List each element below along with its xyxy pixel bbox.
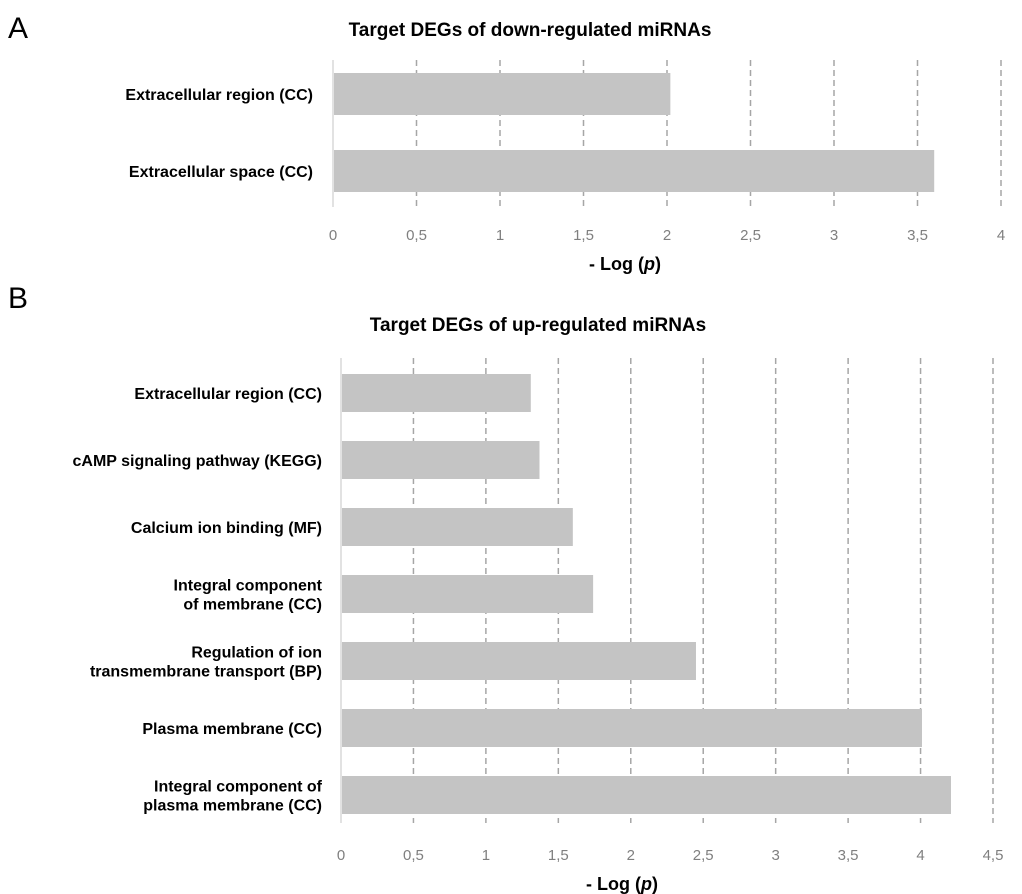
x-tick-label: 2 <box>663 227 671 244</box>
category-label: cAMP signaling pathway (KEGG) <box>72 453 322 470</box>
bar <box>342 642 696 680</box>
x-tick-label: 3 <box>830 227 838 244</box>
x-tick-label: 4 <box>997 227 1005 244</box>
x-tick-label: 2,5 <box>693 847 714 864</box>
bar <box>342 441 540 479</box>
panel-b-letter: B <box>8 282 28 315</box>
panel-b-title: Target DEGs of up-regulated miRNAs <box>370 315 706 336</box>
category-label: Regulation of ion transmembrane transport… <box>90 645 322 681</box>
category-label: Calcium ion binding (MF) <box>131 520 322 537</box>
bar <box>334 73 671 115</box>
bar <box>342 709 923 747</box>
x-tick-label: 2 <box>627 847 635 864</box>
panel-a-xlabel: - Log (p) <box>589 254 661 274</box>
x-tick-label: 4,5 <box>983 847 1004 864</box>
x-tick-label: 1 <box>482 847 490 864</box>
category-label: Extracellular region (CC) <box>125 87 313 104</box>
panel-b-xlabel: - Log (p) <box>586 874 658 894</box>
x-tick-label: 3,5 <box>907 227 928 244</box>
x-tick-label: 0 <box>329 227 337 244</box>
bar <box>342 575 594 613</box>
x-tick-label: 4 <box>916 847 924 864</box>
x-tick-label: 1,5 <box>573 227 594 244</box>
panel-a-title: Target DEGs of down-regulated miRNAs <box>349 20 712 41</box>
category-label: Plasma membrane (CC) <box>142 721 322 738</box>
x-tick-label: 2,5 <box>740 227 761 244</box>
category-label: Extracellular region (CC) <box>134 386 322 403</box>
x-tick-label: 0 <box>337 847 345 864</box>
panel-a-letter: A <box>8 12 28 45</box>
bar <box>342 776 951 814</box>
bar <box>334 150 935 192</box>
x-tick-label: 1 <box>496 227 504 244</box>
category-label: Extracellular space (CC) <box>129 164 313 181</box>
panel-b-plot: 0 0,5 1 1,5 2 2,5 3 3,5 4 4,5 Extracellular region… <box>72 358 1003 864</box>
x-tick-label: 1,5 <box>548 847 569 864</box>
panel-a-plot: 0 0,5 1 1,5 2 2,5 3 3,5 4 Extracellular region (C… <box>125 60 1005 244</box>
bar <box>342 508 573 546</box>
bar <box>342 374 531 412</box>
x-tick-label: 0,5 <box>403 847 424 864</box>
x-tick-label: 3 <box>771 847 779 864</box>
category-label: Integral component of plasma membrane (CC… <box>143 779 322 815</box>
category-label: Integral component of membrane (CC) <box>174 578 323 614</box>
x-tick-label: 0,5 <box>406 227 427 244</box>
x-tick-label: 3,5 <box>838 847 859 864</box>
